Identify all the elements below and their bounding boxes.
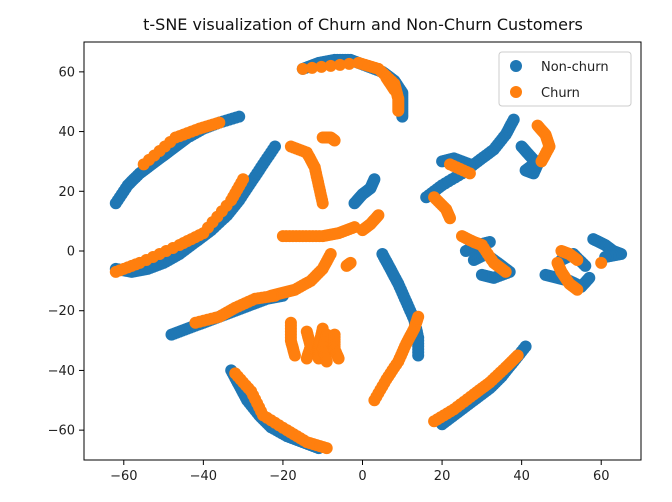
legend-frame: [498, 51, 632, 107]
point-churn: [288, 349, 301, 362]
x-tick-label: 20: [434, 469, 451, 484]
point-churn: [412, 310, 425, 323]
point-churn: [463, 167, 476, 180]
point-non-churn: [583, 271, 596, 284]
point-churn: [332, 352, 345, 365]
point-churn: [237, 173, 250, 186]
point-churn: [328, 134, 341, 147]
x-tick-label: 40: [513, 469, 530, 484]
x-tick-label: −60: [110, 469, 137, 484]
point-churn: [315, 60, 328, 73]
chart-title: t-SNE visualization of Churn and Non-Chu…: [143, 15, 583, 34]
point-churn: [388, 83, 401, 96]
y-tick-label: 20: [58, 185, 75, 200]
point-non-churn: [269, 140, 281, 153]
legend-label-non-churn: Non-churn: [541, 60, 609, 75]
point-churn: [392, 104, 405, 117]
point-churn: [511, 349, 524, 362]
point-churn: [300, 352, 313, 365]
y-tick-label: 40: [58, 125, 75, 140]
y-tick-label: −60: [48, 424, 75, 439]
point-churn: [571, 254, 584, 266]
series-non-churn: [109, 53, 628, 455]
point-churn: [306, 61, 319, 74]
point-non-churn: [475, 268, 488, 281]
point-churn: [535, 155, 548, 168]
point-non-churn: [507, 113, 520, 126]
x-tick-label: −40: [190, 469, 217, 484]
y-axis: −60 −40 −20 0 20 40 60: [48, 65, 84, 439]
point-churn: [334, 58, 346, 71]
point-non-churn: [412, 349, 425, 362]
point-churn: [265, 289, 277, 302]
x-tick-label: 0: [358, 469, 366, 484]
point-churn: [324, 59, 337, 72]
point-non-churn: [519, 340, 532, 353]
point-non-churn: [368, 173, 381, 186]
x-tick-label: −20: [269, 469, 296, 484]
legend-marker-non-churn: [510, 60, 522, 72]
point-churn: [296, 62, 309, 75]
legend: Non-churn Churn: [498, 51, 632, 107]
point-churn: [320, 442, 333, 455]
point-non-churn: [233, 110, 246, 123]
point-churn: [372, 209, 385, 222]
y-tick-label: 60: [58, 65, 75, 80]
point-churn: [444, 212, 456, 225]
point-churn: [343, 57, 356, 70]
point-churn: [213, 116, 226, 129]
y-tick-label: −40: [48, 364, 75, 379]
point-churn: [344, 256, 357, 269]
point-churn: [595, 256, 608, 269]
legend-label-churn: Churn: [541, 86, 580, 101]
x-axis: −60 −40 −20 0 20 40 60: [110, 460, 609, 484]
x-tick-label: 60: [593, 469, 610, 484]
y-tick-label: −20: [48, 304, 75, 319]
point-churn: [320, 355, 333, 368]
y-tick-label: 0: [67, 245, 75, 260]
data-points-layer: [109, 53, 628, 455]
point-churn: [571, 283, 584, 296]
point-churn: [316, 197, 329, 210]
point-churn: [499, 265, 512, 278]
series-churn: [109, 56, 608, 455]
legend-marker-churn: [510, 86, 522, 98]
